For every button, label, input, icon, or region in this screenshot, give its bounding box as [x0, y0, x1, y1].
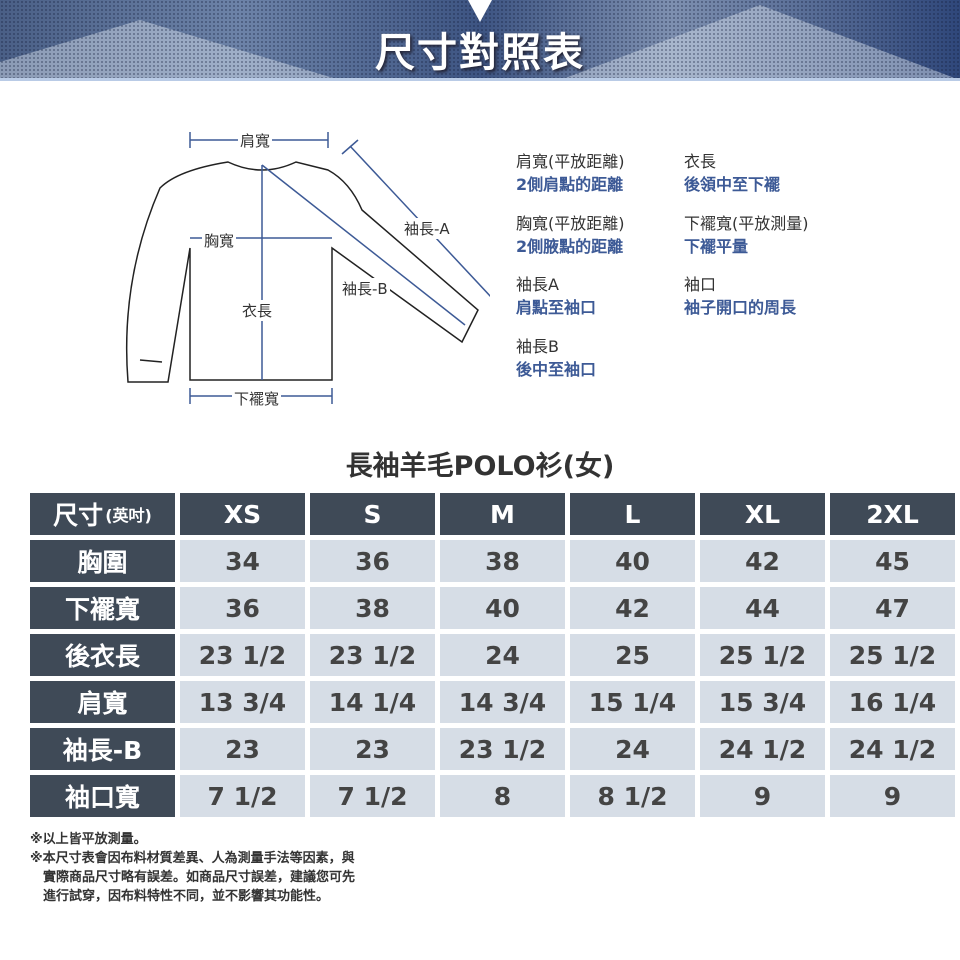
size-header: XL [700, 493, 825, 535]
table-cell: 25 1/2 [830, 634, 955, 676]
table-cell: 15 3/4 [700, 681, 825, 723]
banner-title: 尺寸對照表 [375, 30, 585, 76]
table-header-row: 尺寸 (英吋) XS S M L XL 2XL [30, 493, 955, 535]
table-cell: 40 [570, 540, 695, 582]
legend-shoulder: 肩寬(平放距離) 2側肩點的距離 [516, 152, 625, 194]
legend-cuff: 袖口 袖子開口的周長 [684, 275, 797, 317]
table-cell: 23 [180, 728, 305, 770]
product-title: 長袖羊毛POLO衫(女) [345, 451, 615, 482]
label-sleeve-a: 袖長-A [402, 218, 452, 239]
corner-cell: 尺寸 (英吋) [30, 493, 175, 535]
row-label: 後衣長 [30, 634, 175, 676]
table-cell: 24 [440, 634, 565, 676]
table-cell: 44 [700, 587, 825, 629]
table-cell: 8 1/2 [570, 775, 695, 817]
table-cell: 9 [830, 775, 955, 817]
size-header: XS [180, 493, 305, 535]
size-table: 尺寸 (英吋) XS S M L XL 2XL 胸圍 34 36 38 40 42 45 下襬寬 36 38 4… [30, 493, 955, 822]
table-cell: 7 1/2 [310, 775, 435, 817]
label-shoulder: 肩寬 [238, 130, 273, 151]
table-cell: 24 [570, 728, 695, 770]
legend-sleeve-b: 袖長B 後中至袖口 [516, 337, 597, 379]
label-hem: 下襬寬 [232, 388, 282, 409]
table-cell: 8 [440, 775, 565, 817]
table-cell: 14 3/4 [440, 681, 565, 723]
shirt-outline-icon [125, 132, 493, 404]
table-cell: 24 1/2 [700, 728, 825, 770]
table-cell: 42 [700, 540, 825, 582]
table-cell: 7 1/2 [180, 775, 305, 817]
table-cell: 34 [180, 540, 305, 582]
table-row: 胸圍 34 36 38 40 42 45 [30, 540, 955, 582]
size-header: 2XL [830, 493, 955, 535]
table-row: 後衣長 23 1/2 23 1/2 24 25 25 1/2 25 1/2 [30, 634, 955, 676]
table-row: 袖口寬 7 1/2 7 1/2 8 8 1/2 9 9 [30, 775, 955, 817]
row-label: 胸圍 [30, 540, 175, 582]
legend-sleeve-a: 袖長A 肩點至袖口 [516, 275, 597, 317]
row-label: 袖口寬 [30, 775, 175, 817]
row-label: 袖長-B [30, 728, 175, 770]
table-cell: 14 1/4 [310, 681, 435, 723]
row-label: 下襬寬 [30, 587, 175, 629]
down-arrow-icon [468, 0, 492, 22]
table-cell: 25 1/2 [700, 634, 825, 676]
table-cell: 13 3/4 [180, 681, 305, 723]
table-cell: 40 [440, 587, 565, 629]
row-label: 肩寬 [30, 681, 175, 723]
table-row: 袖長-B 23 23 23 1/2 24 24 1/2 24 1/2 [30, 728, 955, 770]
table-cell: 36 [180, 587, 305, 629]
size-header: M [440, 493, 565, 535]
table-cell: 42 [570, 587, 695, 629]
table-cell: 25 [570, 634, 695, 676]
table-row: 肩寬 13 3/4 14 1/4 14 3/4 15 1/4 15 3/4 16 1/4 [30, 681, 955, 723]
label-sleeve-b: 袖長-B [340, 278, 390, 299]
table-cell: 23 1/2 [310, 634, 435, 676]
table-cell: 16 1/4 [830, 681, 955, 723]
table-cell: 23 1/2 [440, 728, 565, 770]
table-cell: 38 [440, 540, 565, 582]
table-cell: 36 [310, 540, 435, 582]
size-header: L [570, 493, 695, 535]
table-cell: 9 [700, 775, 825, 817]
table-cell: 15 1/4 [570, 681, 695, 723]
label-chest: 胸寬 [202, 230, 237, 251]
table-cell: 47 [830, 587, 955, 629]
shirt-diagram: 肩寬 胸寬 衣長 下襬寬 袖長-A 袖長-B [110, 120, 493, 424]
table-row: 下襬寬 36 38 40 42 44 47 [30, 587, 955, 629]
legend-hem: 下襬寬(平放測量) 下襬平量 [684, 214, 809, 256]
table-cell: 23 [310, 728, 435, 770]
table-cell: 45 [830, 540, 955, 582]
legend-length: 衣長 後領中至下襬 [684, 152, 781, 194]
table-cell: 38 [310, 587, 435, 629]
size-header: S [310, 493, 435, 535]
legend-chest: 胸寬(平放距離) 2側腋點的距離 [516, 214, 625, 256]
notes: ※以上皆平放測量。 ※本尺寸表會因布料材質差異、人為測量手法等因素，與 實際商品… [30, 832, 356, 904]
table-cell: 24 1/2 [830, 728, 955, 770]
table-cell: 23 1/2 [180, 634, 305, 676]
banner: 尺寸對照表 [0, 0, 960, 80]
label-length: 衣長 [240, 300, 275, 321]
